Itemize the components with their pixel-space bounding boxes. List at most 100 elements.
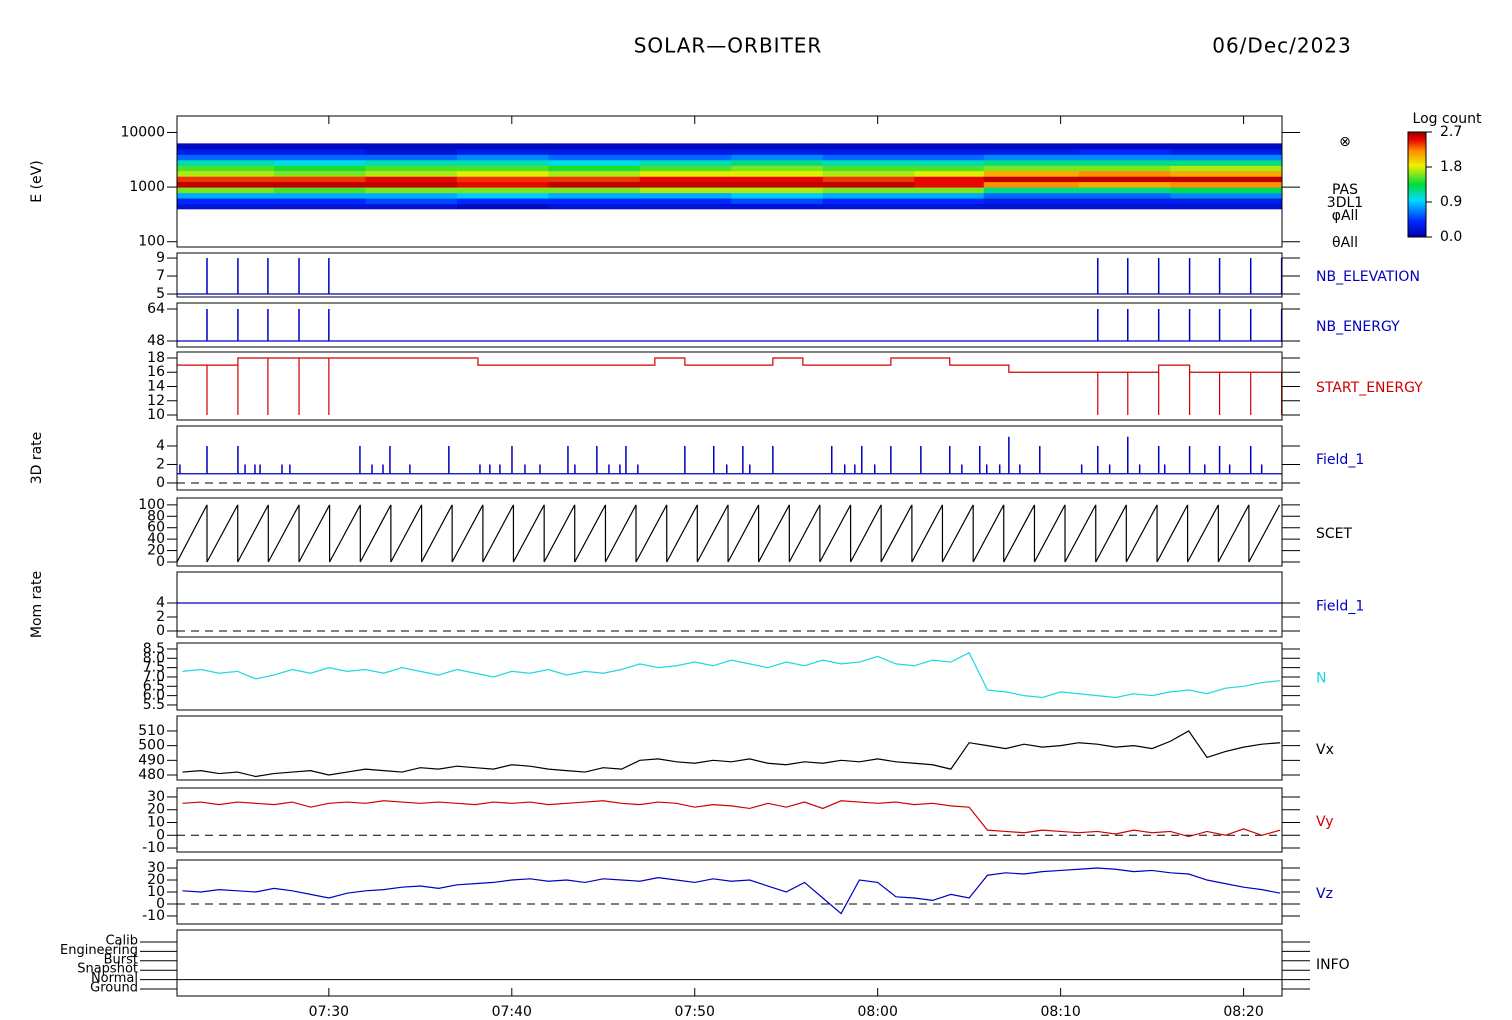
spectrogram-cell <box>365 148 458 155</box>
panel-frame <box>176 351 1283 421</box>
spectrogram-cell <box>1078 203 1171 210</box>
spectrogram-cell <box>273 181 366 188</box>
spectrogram-cell <box>548 159 641 166</box>
spectrogram-cell <box>456 154 549 161</box>
spectrogram-cell <box>639 192 732 199</box>
spectrogram-cell <box>548 143 641 150</box>
spectrogram-cell <box>365 187 458 194</box>
spectrogram-cell <box>365 198 458 205</box>
spectrogram-cell <box>177 192 275 199</box>
spectrogram-cell <box>548 148 641 155</box>
spectrogram-cell <box>273 203 366 210</box>
y-tick-label: 10000 <box>120 124 165 140</box>
spectrogram-cell <box>731 159 824 166</box>
spectrogram-cell <box>456 192 549 199</box>
spectrogram-cell <box>548 176 641 183</box>
colorbar-tick-label: 0.9 <box>1440 194 1462 210</box>
spectrogram-cell <box>1170 148 1283 155</box>
spectrogram-cell <box>639 181 732 188</box>
spectrogram-cell <box>1078 170 1171 177</box>
spectrogram-cell <box>731 154 824 161</box>
spectrogram-cell <box>177 154 275 161</box>
spectrogram-cell <box>822 154 915 161</box>
spectrogram-cell <box>639 159 732 166</box>
y-tick-label: 100 <box>138 234 165 250</box>
y-tick-label: 5 <box>156 286 165 302</box>
y-tick-label: 20 <box>147 802 165 818</box>
y-tick-label: 10 <box>147 407 165 423</box>
colorbar-title: Log count <box>1413 111 1482 127</box>
spectrogram-cell <box>914 154 985 161</box>
spectrogram-cell <box>456 181 549 188</box>
y-tick-label: 100 <box>138 497 165 513</box>
spectrogram-cell <box>456 143 549 150</box>
spectrogram-cell <box>822 148 915 155</box>
level-label: Ground <box>90 981 138 996</box>
y-tick-label: 14 <box>147 378 165 394</box>
spectrogram-cell <box>983 198 1080 205</box>
panel-frame <box>176 302 1283 348</box>
spectrogram-cell <box>548 170 641 177</box>
y-tick-label: -10 <box>142 840 165 856</box>
spectrogram-cell <box>983 176 1080 183</box>
annotation: PAS <box>1332 182 1358 198</box>
panel-label: START_ENERGY <box>1316 380 1423 396</box>
spectrogram-cell <box>365 159 458 166</box>
annotation: φAll <box>1332 208 1359 224</box>
level-label: Calib <box>105 934 138 949</box>
y-tick-label: 7 <box>156 268 165 284</box>
spectrogram-cell <box>1170 159 1283 166</box>
spectrogram-cell <box>365 176 458 183</box>
spectrogram-cell <box>914 165 985 172</box>
spectrogram-cell <box>365 181 458 188</box>
y-tick-label: 7.5 <box>143 660 165 676</box>
colorbar-tick-label: 0.0 <box>1440 229 1462 245</box>
panel-label: NB_ENERGY <box>1316 319 1400 335</box>
spectrogram-cell <box>822 203 915 210</box>
y-tick-label: 20 <box>147 543 165 559</box>
panel-label: N <box>1316 671 1326 687</box>
x-tick-label: 07:40 <box>492 1004 532 1020</box>
y-tick-label: 12 <box>147 393 165 409</box>
spectrogram-cell <box>731 181 824 188</box>
spectrogram-cell <box>273 165 366 172</box>
y-tick-label: -10 <box>142 908 165 924</box>
spectrogram-cell <box>639 198 732 205</box>
spectrogram-cell <box>548 187 641 194</box>
spectrogram-cell <box>456 148 549 155</box>
spectrogram-cell <box>456 170 549 177</box>
panel-frame <box>176 497 1283 567</box>
data-line <box>177 357 1283 416</box>
panel-frame <box>176 859 1283 925</box>
spectrogram-cell <box>273 143 366 150</box>
x-tick-label: 08:20 <box>1223 1004 1263 1020</box>
spectrogram-cell <box>177 187 275 194</box>
colorbar-tick-label: 1.8 <box>1440 159 1462 175</box>
y-tick-label: 60 <box>147 520 165 536</box>
spectrogram-cell <box>731 187 824 194</box>
y-tick-label: 30 <box>147 860 165 876</box>
spectrogram-cell <box>914 176 985 183</box>
spectrogram-cell <box>822 192 915 199</box>
y-tick-label: 490 <box>138 752 165 768</box>
spectrogram-cell <box>822 165 915 172</box>
spectrogram-cell <box>983 192 1080 199</box>
spectrogram-cell <box>1078 165 1171 172</box>
spectrogram-cell <box>1170 203 1283 210</box>
panel-label: Vy <box>1316 814 1334 830</box>
spectrogram-cell <box>1078 181 1171 188</box>
spectrogram-cell <box>731 203 824 210</box>
y-tick-label: 8.5 <box>143 641 165 657</box>
spectrogram-cell <box>1078 148 1171 155</box>
spectrogram-cell <box>1170 143 1283 150</box>
spectrogram-cell <box>177 159 275 166</box>
y-tick-label: 80 <box>147 508 165 524</box>
y-tick-label: 20 <box>147 872 165 888</box>
spectrogram-cell <box>365 203 458 210</box>
spectrogram-cell <box>273 154 366 161</box>
spectrogram-cell <box>822 198 915 205</box>
spectrogram-cell <box>456 198 549 205</box>
panel-frame <box>176 642 1283 711</box>
spectrogram-cell <box>731 192 824 199</box>
